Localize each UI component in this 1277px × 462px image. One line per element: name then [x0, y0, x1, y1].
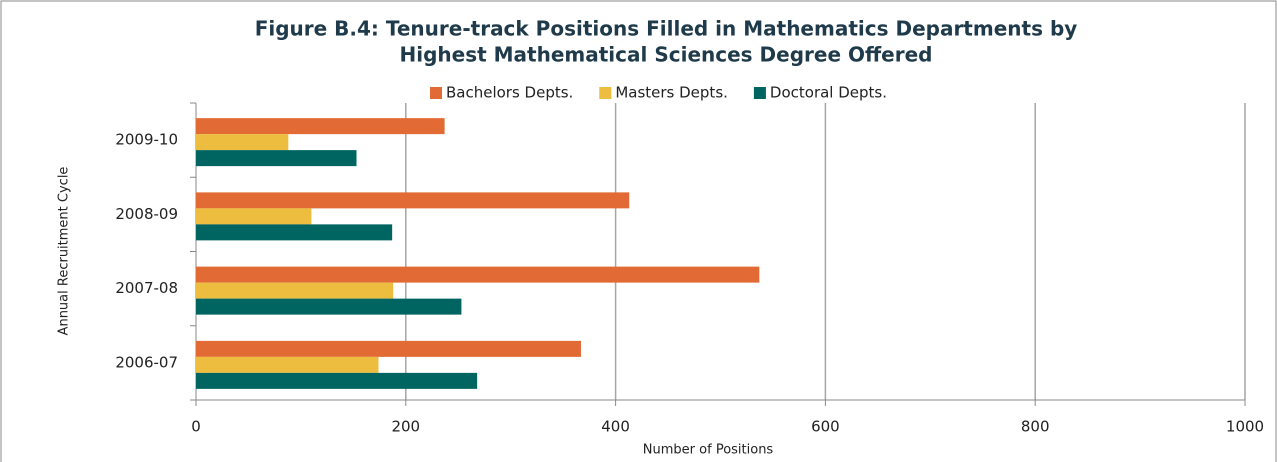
legend-label: Doctoral Depts. — [770, 84, 887, 102]
y-axis-label: Annual Recruitment Cycle — [57, 167, 72, 336]
bar — [196, 118, 445, 135]
legend-swatch — [599, 87, 612, 99]
legend-swatch — [430, 87, 442, 99]
legend-swatch — [753, 87, 766, 99]
bar — [196, 134, 289, 151]
bar — [196, 266, 760, 283]
x-tick-label: 400 — [601, 418, 630, 436]
bar — [196, 150, 357, 167]
x-tick-label: 0 — [191, 418, 201, 436]
y-tick-label: 2008-09 — [115, 205, 178, 223]
y-tick-label: 2006-07 — [115, 353, 178, 371]
bar — [196, 372, 478, 389]
x-tick-label: 1000 — [1226, 418, 1264, 436]
bar — [196, 340, 581, 357]
legend-label: Bachelors Depts. — [446, 84, 573, 102]
bar — [196, 192, 630, 209]
y-tick-label: 2009-10 — [115, 131, 178, 149]
bar — [196, 356, 379, 373]
bar — [196, 282, 394, 299]
y-tick-label: 2007-08 — [115, 279, 178, 297]
bar — [196, 208, 312, 225]
bar — [196, 298, 462, 315]
x-axis-label: Number of Positions — [643, 443, 774, 458]
bar — [196, 224, 393, 241]
x-tick-label: 600 — [811, 418, 840, 436]
x-tick-label: 200 — [391, 418, 420, 436]
chart-title: Figure B.4: Tenure-track Positions Fille… — [255, 17, 1078, 41]
chart-title: Highest Mathematical Sciences Degree Off… — [400, 43, 933, 67]
legend-label: Masters Depts. — [615, 84, 728, 102]
x-tick-label: 800 — [1021, 418, 1050, 436]
